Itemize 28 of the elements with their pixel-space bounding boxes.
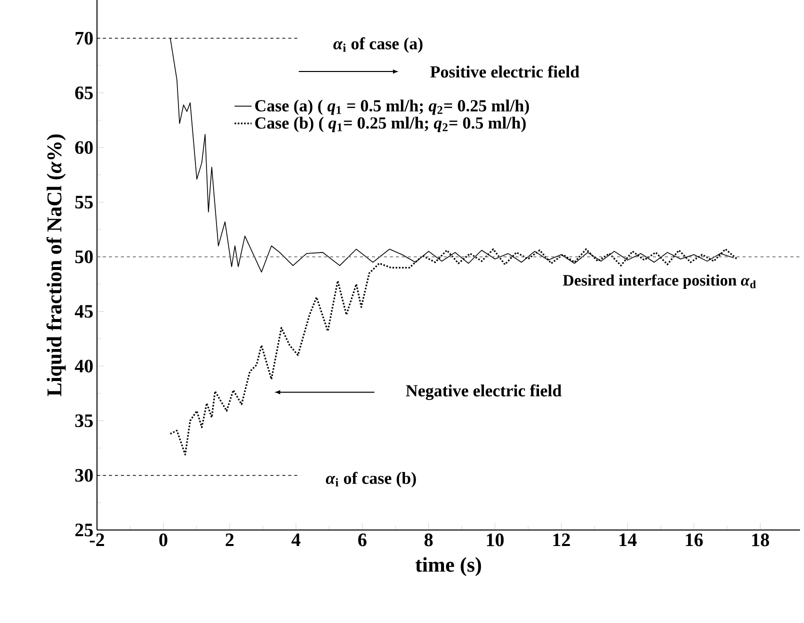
legend-label: Case (b) ( q$_{1}$= 0.25 ml/h; q$_{2}$= 0.5 ml/h) [255, 116, 526, 132]
y-tick-label: 45 [74, 305, 93, 318]
y-tick-label: 70 [76, 32, 93, 45]
annotation: Negative electric field [406, 384, 562, 400]
y-tick-label: 30 [75, 468, 93, 482]
legend-label: Case (a) ( q$_{1}$ = 0.5 ml/h; q$_{2}$= 0.25 ml/h) [255, 100, 529, 115]
y-tick-label: 65 [75, 86, 93, 100]
annotation: Positive electric field [430, 66, 580, 78]
ref-line-label: Desired interface position α$_{d}$ [562, 274, 756, 289]
x-tick-label: 12 [553, 534, 570, 546]
x-tick-label: 6 [358, 534, 366, 546]
y-tick-label: 35 [75, 414, 93, 428]
annotation: α$_{i}$ of case (b) [326, 472, 416, 488]
annotation: α$_{i}$ of case (a) [333, 37, 422, 53]
x-tick-label: 8 [424, 534, 433, 546]
x-tick-label: 18 [752, 534, 770, 546]
y-tick-label: 40 [74, 360, 93, 372]
y-tick-label: 60 [75, 141, 93, 154]
x-axis-title: time (s) [415, 557, 481, 576]
x-tick-label: 0 [159, 534, 168, 546]
y-tick-label: 55 [75, 196, 93, 208]
x-tick-label: 16 [686, 534, 703, 546]
x-tick-label: 14 [620, 534, 637, 546]
x-tick-label: 10 [486, 534, 504, 546]
x-tick-label: 2 [226, 534, 234, 546]
y-tick-label: 50 [75, 250, 93, 264]
y-axis-title: Liquid fraction of NaCl (α%) [46, 134, 66, 396]
x-tick-label: 4 [292, 534, 300, 546]
